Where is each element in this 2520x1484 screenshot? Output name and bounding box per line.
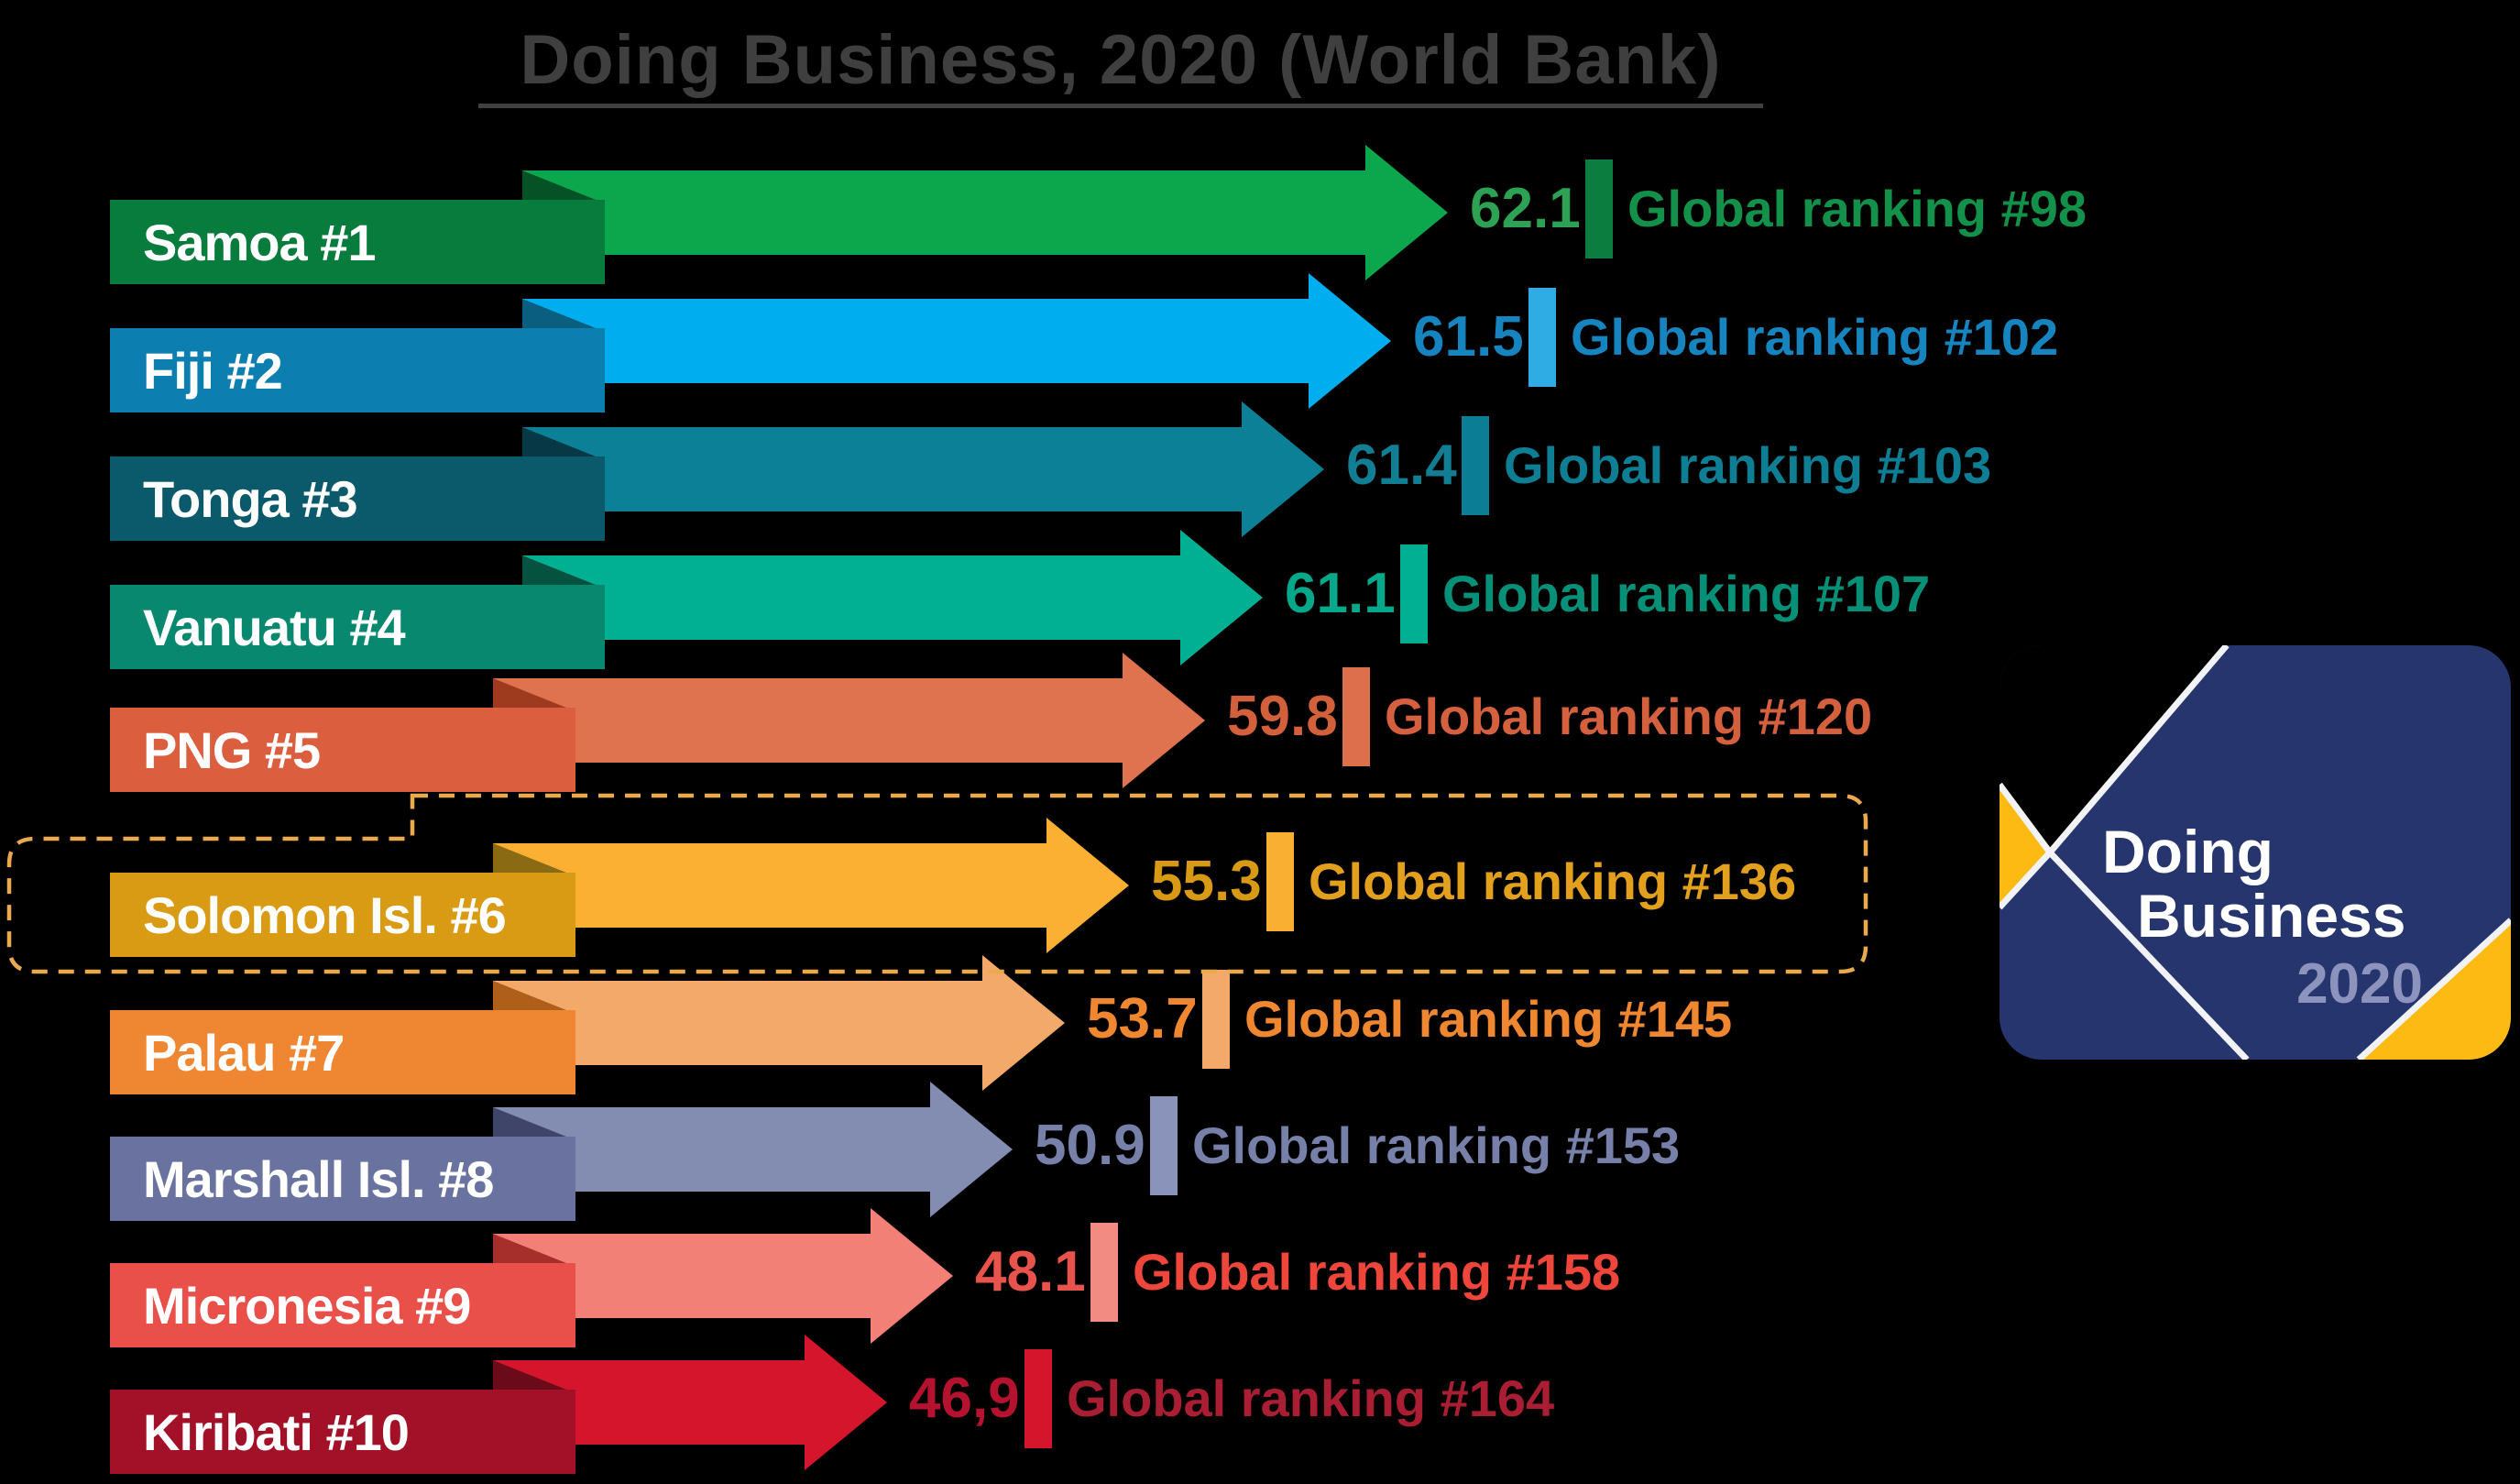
score-tick-bar: [1266, 832, 1294, 931]
score-tick-bar: [1528, 288, 1556, 387]
chart-title: Doing Business, 2020 (World Bank): [478, 13, 1763, 108]
global-ranking-label: Global ranking #98: [1627, 180, 2087, 237]
arrow-bar: [522, 299, 1309, 383]
country-label-box: PNG #5: [110, 708, 575, 792]
score-value: 61.5: [1413, 305, 1524, 368]
arrow-bar: [493, 678, 1123, 763]
logo-diagonal-lines: [2000, 645, 2511, 1060]
country-label-box: Samoa #1: [110, 200, 605, 284]
score-value: 50.9: [1035, 1114, 1145, 1177]
score-tick-bar: [1090, 1223, 1118, 1322]
country-label: Marshall Isl. #8: [143, 1149, 494, 1208]
country-label-box: Fiji #2: [110, 328, 605, 412]
logo-graphic: Doing Business 2020: [2000, 645, 2511, 1060]
country-label-box: Kiribati #10: [110, 1390, 575, 1474]
score-tick-bar: [1150, 1096, 1178, 1195]
score-tick-bar: [1462, 416, 1489, 515]
logo-corner-triangle: [2000, 645, 2227, 852]
global-ranking-label: Global ranking #120: [1385, 687, 1873, 745]
global-ranking-label: Global ranking #145: [1244, 990, 1733, 1048]
country-label: Palau #7: [143, 1023, 345, 1082]
country-label: Tonga #3: [143, 469, 358, 528]
country-label: PNG #5: [143, 720, 321, 779]
score-value: 61.1: [1285, 562, 1396, 625]
arrow-head: [1242, 401, 1324, 537]
country-label: Solomon Isl. #6: [143, 885, 507, 944]
global-ranking-label: Global ranking #158: [1133, 1243, 1621, 1301]
logo-text-business: Business: [2137, 882, 2405, 950]
arrow-bar: [493, 843, 1046, 928]
score-value: 46,9: [909, 1367, 1020, 1430]
country-label: Fiji #2: [143, 341, 283, 400]
score-tick-bar: [1202, 970, 1230, 1069]
arrow-head: [1123, 653, 1205, 788]
logo-left-yellow-wedge: [2000, 788, 2050, 907]
country-label: Micronesia #9: [143, 1276, 471, 1335]
score-value: 48.1: [975, 1240, 1086, 1303]
arrow-head: [1180, 530, 1263, 665]
arrow-head: [805, 1335, 887, 1470]
global-ranking-label: Global ranking #164: [1067, 1369, 1555, 1427]
score-tick-bar: [1342, 667, 1370, 766]
score-value: 61.4: [1346, 434, 1457, 497]
arrow-bar: [522, 170, 1365, 255]
global-ranking-label: Global ranking #153: [1192, 1116, 1681, 1174]
country-label-box: Marshall Isl. #8: [110, 1137, 575, 1221]
doing-business-2020-logo: Doing Business 2020: [2000, 645, 2511, 1060]
arrow-head: [1309, 273, 1391, 409]
country-label-box: Solomon Isl. #6: [110, 873, 575, 957]
arrow-head: [982, 955, 1065, 1091]
global-ranking-label: Global ranking #107: [1442, 565, 1931, 622]
score-value: 59.8: [1227, 685, 1338, 748]
country-label-box: Micronesia #9: [110, 1263, 575, 1347]
logo-text-doing: Doing: [2102, 818, 2273, 885]
global-ranking-label: Global ranking #136: [1309, 852, 1797, 910]
country-label: Vanuatu #4: [143, 598, 406, 656]
global-ranking-label: Global ranking #102: [1571, 308, 2059, 366]
global-ranking-label: Global ranking #103: [1504, 436, 1992, 494]
score-value: 55.3: [1151, 850, 1262, 913]
country-label: Kiribati #10: [143, 1402, 410, 1461]
country-label-box: Vanuatu #4: [110, 585, 605, 669]
country-label-box: Palau #7: [110, 1010, 575, 1094]
score-tick-bar: [1585, 159, 1613, 258]
score-tick-bar: [1024, 1349, 1052, 1448]
arrow-head: [930, 1082, 1013, 1217]
arrow-head: [871, 1208, 953, 1344]
arrow-bar: [522, 555, 1180, 640]
country-label-box: Tonga #3: [110, 456, 605, 541]
score-value: 53.7: [1087, 987, 1198, 1050]
arrow-head: [1365, 145, 1448, 280]
score-tick-bar: [1400, 544, 1428, 643]
logo-text-2020: 2020: [2296, 952, 2423, 1016]
arrow-head: [1046, 818, 1129, 953]
arrow-bar: [522, 427, 1242, 511]
country-label: Samoa #1: [143, 213, 376, 271]
score-value: 62.1: [1470, 177, 1581, 240]
